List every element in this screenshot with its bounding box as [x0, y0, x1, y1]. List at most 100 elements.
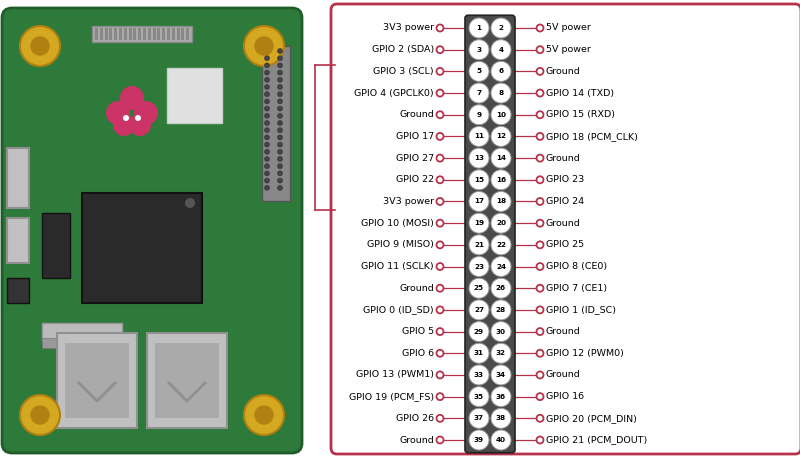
Bar	[186, 28, 189, 40]
Circle shape	[278, 106, 282, 111]
Text: GPIO 25: GPIO 25	[546, 241, 584, 249]
Circle shape	[437, 155, 443, 162]
Circle shape	[537, 241, 543, 248]
Text: GPIO 8 (CE0): GPIO 8 (CE0)	[546, 262, 607, 271]
Bar	[147, 333, 227, 428]
Circle shape	[31, 406, 49, 424]
Text: 5V power: 5V power	[546, 45, 591, 54]
Text: GPIO 1 (ID_SC): GPIO 1 (ID_SC)	[546, 305, 616, 314]
Circle shape	[537, 350, 543, 357]
Circle shape	[537, 263, 543, 270]
Circle shape	[265, 92, 270, 97]
Circle shape	[537, 133, 543, 140]
Circle shape	[135, 115, 141, 121]
Circle shape	[491, 105, 511, 125]
Text: 13: 13	[474, 155, 484, 161]
Circle shape	[469, 213, 489, 233]
Circle shape	[491, 62, 511, 81]
Text: 35: 35	[474, 394, 484, 400]
Text: 27: 27	[474, 307, 484, 313]
Circle shape	[278, 56, 282, 61]
Text: 12: 12	[496, 134, 506, 140]
Circle shape	[437, 220, 443, 227]
Text: GPIO 16: GPIO 16	[546, 392, 584, 401]
Bar	[7, 148, 29, 208]
Text: GPIO 24: GPIO 24	[546, 197, 584, 206]
Text: Ground: Ground	[399, 284, 434, 293]
Circle shape	[265, 135, 270, 140]
Bar	[92, 26, 192, 42]
Circle shape	[265, 121, 270, 125]
Bar	[57, 333, 137, 428]
Text: 2: 2	[498, 25, 503, 31]
Text: GPIO 7 (CE1): GPIO 7 (CE1)	[546, 284, 607, 293]
Circle shape	[134, 101, 158, 125]
Circle shape	[106, 101, 130, 125]
Text: 15: 15	[474, 177, 484, 183]
Text: GPIO 14 (TXD): GPIO 14 (TXD)	[546, 89, 614, 98]
Circle shape	[20, 395, 60, 435]
Text: GPIO 19 (PCM_FS): GPIO 19 (PCM_FS)	[349, 392, 434, 401]
Circle shape	[469, 170, 489, 190]
Circle shape	[537, 176, 543, 183]
Text: GPIO 0 (ID_SD): GPIO 0 (ID_SD)	[363, 305, 434, 314]
Text: GPIO 5: GPIO 5	[402, 327, 434, 336]
Text: GPIO 12 (PWM0): GPIO 12 (PWM0)	[546, 349, 624, 358]
Text: Ground: Ground	[546, 327, 581, 336]
Circle shape	[265, 84, 270, 90]
Circle shape	[469, 62, 489, 81]
Circle shape	[537, 415, 543, 422]
Circle shape	[278, 77, 282, 82]
Circle shape	[469, 343, 489, 363]
Text: GPIO 18 (PCM_CLK): GPIO 18 (PCM_CLK)	[546, 132, 638, 141]
Circle shape	[491, 83, 511, 103]
Circle shape	[265, 56, 270, 61]
Text: 37: 37	[474, 415, 484, 421]
Circle shape	[265, 63, 270, 68]
Text: GPIO 3 (SCL): GPIO 3 (SCL)	[374, 67, 434, 76]
Circle shape	[537, 198, 543, 205]
Text: GPIO 26: GPIO 26	[396, 414, 434, 423]
Circle shape	[265, 49, 270, 54]
Text: GPIO 13 (PWM1): GPIO 13 (PWM1)	[356, 370, 434, 380]
Circle shape	[491, 409, 511, 428]
Circle shape	[469, 365, 489, 385]
Text: Ground: Ground	[546, 218, 581, 228]
Bar	[158, 28, 160, 40]
Bar	[65, 343, 129, 418]
Circle shape	[491, 235, 511, 255]
Bar	[129, 28, 131, 40]
Circle shape	[469, 257, 489, 276]
Circle shape	[537, 111, 543, 118]
Text: 24: 24	[496, 263, 506, 269]
Circle shape	[469, 386, 489, 407]
Circle shape	[278, 135, 282, 140]
Circle shape	[469, 126, 489, 146]
Bar	[114, 28, 118, 40]
Circle shape	[265, 142, 270, 147]
Circle shape	[278, 121, 282, 125]
Circle shape	[469, 18, 489, 38]
Circle shape	[491, 278, 511, 298]
Circle shape	[491, 148, 511, 168]
Circle shape	[437, 198, 443, 205]
Circle shape	[123, 115, 129, 121]
Circle shape	[469, 148, 489, 168]
Bar	[42, 338, 122, 348]
Text: GPIO 10 (MOSI): GPIO 10 (MOSI)	[361, 218, 434, 228]
Text: 21: 21	[474, 242, 484, 248]
Bar	[110, 28, 112, 40]
Circle shape	[469, 83, 489, 103]
Circle shape	[537, 285, 543, 292]
Circle shape	[265, 178, 270, 183]
Circle shape	[278, 113, 282, 118]
Circle shape	[278, 49, 282, 54]
Bar	[138, 28, 141, 40]
Circle shape	[469, 300, 489, 320]
Text: 39: 39	[474, 437, 484, 443]
Bar	[153, 28, 155, 40]
Circle shape	[255, 406, 273, 424]
Circle shape	[278, 92, 282, 97]
Text: Ground: Ground	[546, 67, 581, 76]
Bar	[172, 28, 175, 40]
